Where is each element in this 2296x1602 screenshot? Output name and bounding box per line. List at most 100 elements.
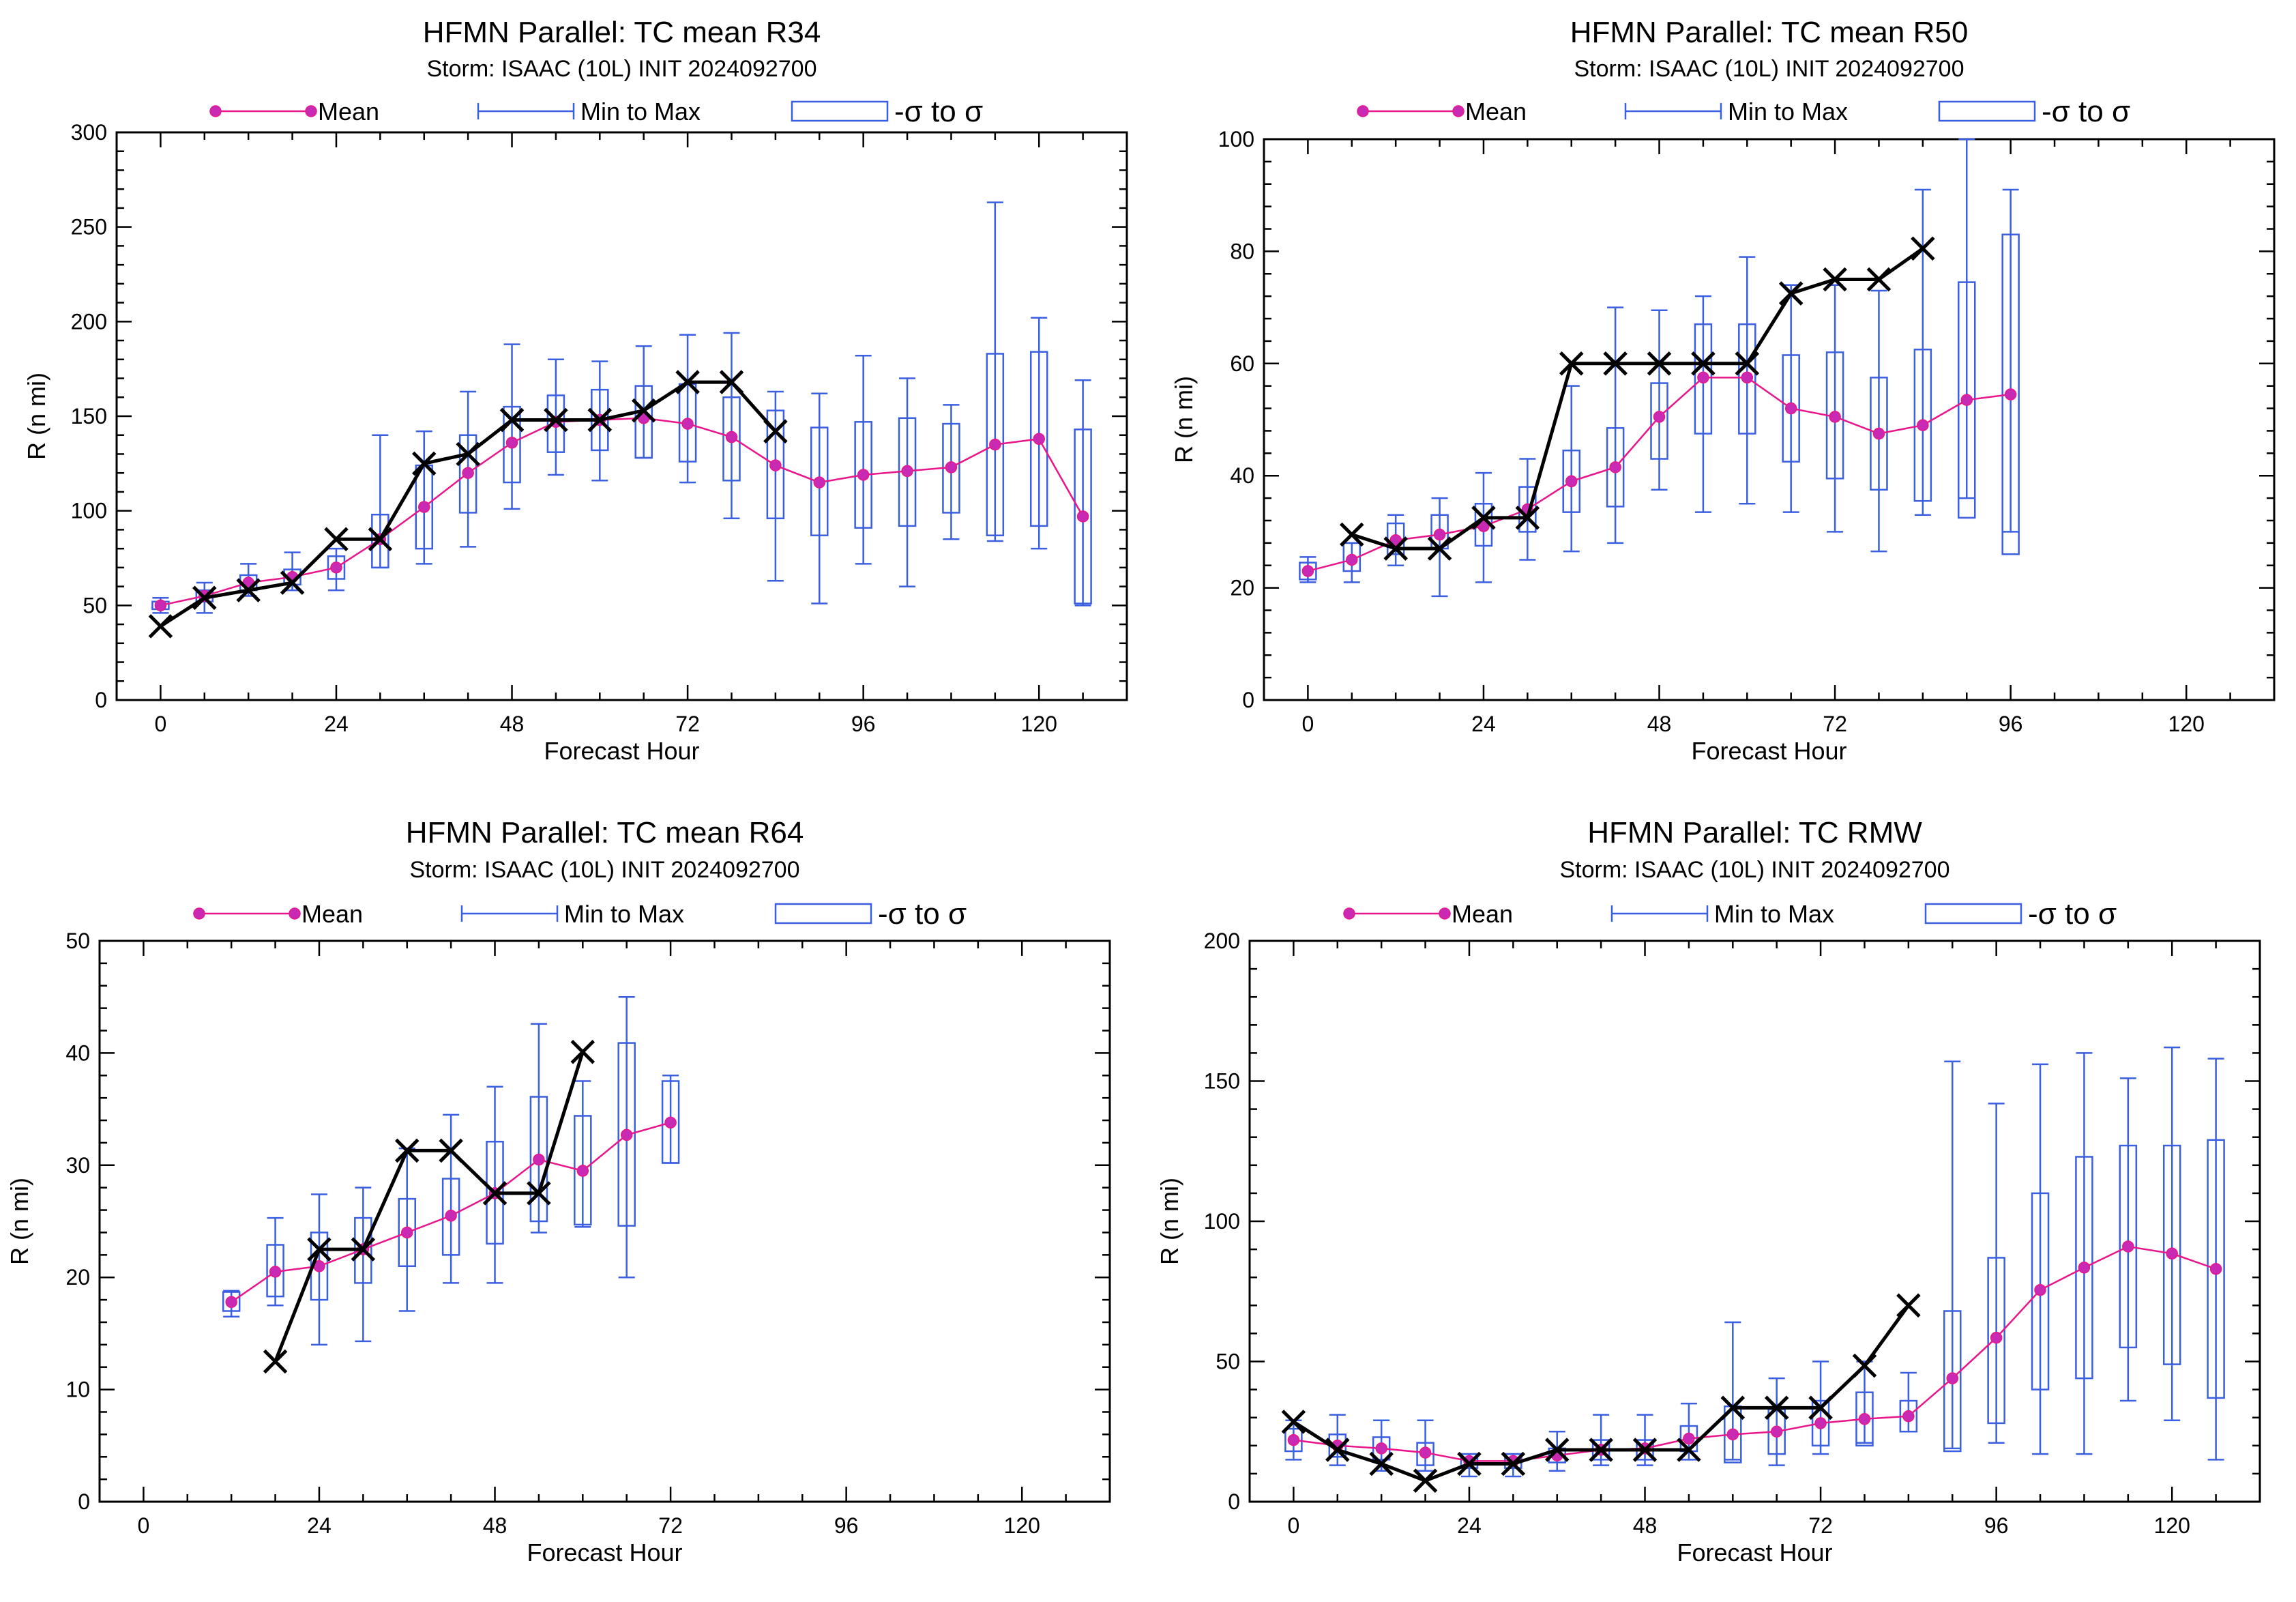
sigma-box <box>2119 1144 2138 1349</box>
mean-point <box>1076 510 1089 523</box>
x-tick-label: 24 <box>324 712 349 736</box>
legend: Mean Min to Max -σ to σ <box>1343 897 2117 931</box>
whisker <box>415 430 432 565</box>
whisker <box>899 377 916 587</box>
observed-line <box>274 1051 585 1363</box>
mean-point <box>1946 1372 1959 1384</box>
mean-point <box>1902 1410 1915 1423</box>
x-tick-label: 0 <box>1301 712 1314 736</box>
sigma-box <box>1650 382 1668 460</box>
whisker <box>267 1217 284 1307</box>
chart-panel-4: HFMN Parallel: TC RMW Storm: ISAAC (10L) … <box>1156 816 2261 1567</box>
legend-minmax-label: Min to Max <box>580 98 701 126</box>
mean-line <box>1293 1245 2217 1462</box>
sigma-box <box>1562 449 1580 513</box>
series-sigma <box>151 351 1092 611</box>
whisker <box>372 434 389 569</box>
mean-point <box>1565 475 1578 488</box>
observed-point <box>1427 536 1452 561</box>
observed-point <box>1369 1451 1394 1476</box>
sigma-box <box>1958 281 1976 519</box>
series-sigma <box>222 1042 680 1312</box>
whisker <box>1074 379 1091 607</box>
mean-point <box>1858 1413 1871 1425</box>
y-axis-label: R (n mi) <box>1156 1178 1183 1265</box>
whisker <box>503 343 520 510</box>
x-tick-label: 120 <box>2154 1513 2190 1538</box>
x-tick-label: 72 <box>658 1513 683 1538</box>
sigma-box <box>1284 1427 1303 1453</box>
observed-point <box>394 1138 420 1163</box>
mean-point <box>462 467 474 479</box>
whisker <box>1988 1103 2005 1444</box>
observed-point <box>1896 1293 1921 1318</box>
sigma-box <box>222 1291 241 1312</box>
mean-point <box>269 1266 282 1278</box>
x-tick-label: 72 <box>1808 1513 1833 1538</box>
observed-point <box>236 578 261 602</box>
whisker <box>530 1023 547 1234</box>
mean-point <box>1375 1442 1387 1455</box>
x-axis-label: Forecast Hour <box>1691 737 1846 765</box>
observed-point <box>1457 1451 1482 1476</box>
legend-minmax: Min to Max <box>1610 900 1834 928</box>
observed-point <box>1691 351 1716 376</box>
mean-point <box>2209 1263 2222 1275</box>
x-tick-label: 96 <box>1999 712 2023 736</box>
legend-sigma-label: -σ to σ <box>878 897 967 931</box>
y-tick-label: 200 <box>1204 929 1240 953</box>
whisker <box>355 1186 372 1343</box>
sigma-box <box>2162 1144 2181 1365</box>
y-axis: 0 20 40 60 80 100 R (n mi) <box>1170 127 2274 712</box>
observed-point <box>499 407 525 433</box>
observed-point <box>1647 351 1672 376</box>
observed-point <box>307 1237 332 1262</box>
observed-point <box>263 1349 288 1374</box>
plot-frame <box>1263 138 2276 701</box>
sigma-box <box>766 409 785 520</box>
x-tick-label: 48 <box>483 1513 507 1538</box>
whisker <box>2002 188 2019 533</box>
observed-point <box>1589 1438 1613 1462</box>
whisker <box>2119 1077 2136 1402</box>
mean-point <box>2034 1283 2046 1296</box>
mean-point <box>1872 427 1885 440</box>
series-sigma <box>1299 233 2020 581</box>
observed-point <box>148 614 173 639</box>
mean-point <box>1784 402 1797 415</box>
chart-subtitle: Storm: ISAAC (10L) INIT 2024092700 <box>1574 56 1964 82</box>
sigma-box <box>327 555 346 580</box>
y-tick-label: 150 <box>1204 1069 1240 1094</box>
y-tick-label: 10 <box>65 1378 90 1402</box>
series-observed <box>1340 236 1935 561</box>
sigma-box <box>458 434 477 514</box>
mean-point <box>1683 1432 1695 1445</box>
observed-point <box>324 527 349 552</box>
mean-point <box>945 461 958 474</box>
whisker <box>2032 1063 2049 1455</box>
legend-mean: Mean <box>193 900 363 928</box>
observed-point <box>1383 536 1408 561</box>
y-tick-label: 200 <box>71 309 107 334</box>
whisker <box>486 1086 503 1284</box>
x-tick-label: 120 <box>1004 1513 1040 1538</box>
sigma-box <box>371 513 389 569</box>
chart-title: HFMN Parallel: TC RMW <box>1587 816 1922 849</box>
whisker <box>1914 188 1931 516</box>
whisker <box>811 392 828 605</box>
mean-point <box>901 465 913 478</box>
legend-minmax: Min to Max <box>1624 98 1848 126</box>
legend-sigma-label: -σ to σ <box>2028 897 2117 931</box>
observed-point <box>1544 1438 1570 1462</box>
legend-sigma: -σ to σ <box>791 95 983 128</box>
mean-point <box>1609 461 1621 474</box>
x-tick-label: 48 <box>1633 1513 1658 1538</box>
whisker <box>635 345 652 459</box>
mean-point <box>1346 553 1358 566</box>
x-tick-label: 24 <box>1471 712 1496 736</box>
mean-point <box>857 469 870 481</box>
y-axis-label: R (n mi) <box>23 373 50 460</box>
chart-title: HFMN Parallel: TC mean R64 <box>406 816 804 849</box>
x-axis: 0 24 48 72 96 120 Forecast Hour <box>1301 139 2231 765</box>
